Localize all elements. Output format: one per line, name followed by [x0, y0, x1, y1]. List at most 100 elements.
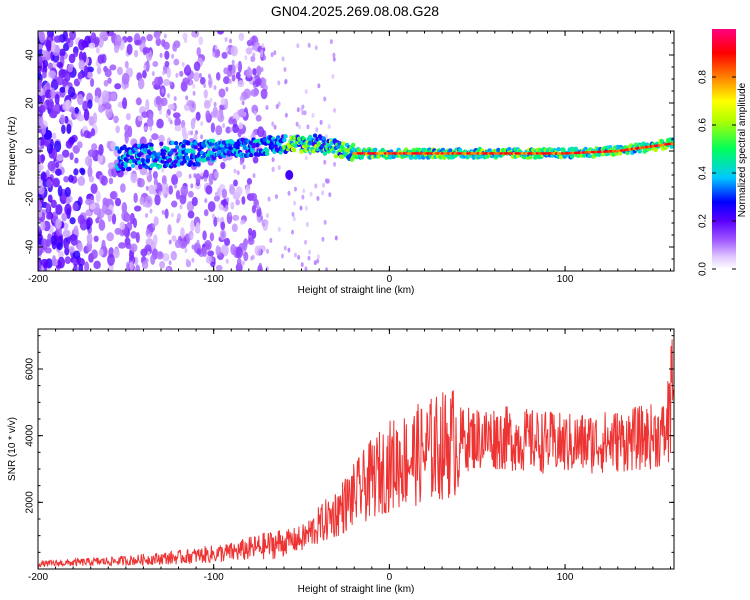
spectrogram-cell [46, 39, 52, 51]
spectrogram-cell [212, 106, 219, 118]
spectrogram-cell [64, 256, 72, 264]
spectrogram-cell [220, 98, 226, 106]
spectrogram-cell [142, 202, 146, 208]
spectrogram-cell [55, 168, 62, 177]
spectrogram-cell [225, 47, 229, 53]
spectrogram-cell [55, 218, 62, 230]
spectrogram-cell [277, 80, 281, 86]
spectrogram-cell [207, 73, 211, 79]
spectrogram-cell [328, 192, 332, 198]
spectrogram-cell [61, 149, 70, 158]
y-tick-label: 20 [25, 97, 36, 109]
spectrogram-cell [249, 192, 258, 202]
spectrogram-cell [195, 222, 201, 233]
spectrogram-cell [171, 200, 178, 208]
spectrogram-cell [73, 168, 79, 176]
spectrogram-cell [93, 235, 99, 243]
spectrogram-cell [192, 90, 196, 96]
spectrogram-cell [152, 234, 158, 245]
spectrogram-cell [170, 250, 177, 261]
spectrogram-cell [70, 234, 78, 246]
spectrogram-cell [149, 146, 154, 151]
spectrogram-cell [161, 88, 165, 94]
spectrogram-cell [50, 40, 56, 53]
spectrogram-cell [38, 78, 43, 91]
spectrogram-cell [319, 119, 323, 125]
spectrogram-cell [54, 93, 60, 105]
spectrogram-cell [291, 148, 297, 153]
spectrogram-cell [225, 86, 229, 92]
colorbar-tick-label: 0.0 [698, 262, 709, 276]
spectrogram-cell [109, 191, 117, 200]
spectrogram-cell [260, 67, 264, 73]
spectrogram-cell [313, 260, 317, 266]
spectrogram-cell [203, 89, 209, 99]
spectrogram-cell [262, 221, 266, 227]
spectrogram-cell [304, 155, 308, 161]
spectrogram-cell [175, 72, 179, 78]
spectrogram-cell [292, 216, 296, 222]
y-tick-label: -20 [25, 191, 36, 206]
spectrogram-cell [174, 46, 178, 52]
spectrogram-cell [101, 90, 110, 102]
spectrogram-cell [205, 110, 211, 121]
spectrogram-cell [249, 37, 253, 43]
spectrogram-cell [47, 62, 53, 70]
spectrogram-cell [86, 71, 94, 79]
y-tick-label: -40 [25, 239, 36, 254]
spectrogram-cell [38, 43, 44, 50]
spectrogram-cell [200, 121, 204, 127]
spectrogram-cell [180, 227, 185, 239]
spectrogram-cell [168, 103, 176, 111]
spectrogram-cell [156, 152, 162, 157]
spectrogram-cell [65, 37, 71, 44]
spectrogram-cell [137, 115, 143, 122]
spectrogram-cell [77, 242, 83, 253]
spectrogram-cell [52, 148, 58, 161]
spectrogram-cell [173, 183, 177, 189]
spectrogram-cell [215, 264, 223, 271]
spectrogram-cell [138, 164, 143, 170]
spectrogram-cell [94, 95, 100, 103]
spectrogram-cell [50, 235, 57, 246]
spectrogram-cell [321, 136, 326, 141]
spectrogram-cell [166, 186, 170, 192]
spectrogram-cell [145, 185, 149, 191]
spectrogram-cell [38, 138, 42, 146]
spectrogram-cell [248, 140, 254, 146]
spectrogram-cell [273, 50, 277, 56]
spectrogram-cell [194, 129, 198, 135]
spectrogram-cell [124, 132, 129, 144]
spectrogram-cell [151, 133, 159, 141]
spectrogram-cell [207, 250, 215, 257]
spectrogram-cell [142, 40, 146, 46]
spectrogram-cell [129, 155, 135, 160]
spectrogram-y-ticks: -40 -20 0 20 40 [25, 30, 674, 272]
spectrogram-cell [202, 143, 207, 148]
spectrogram-cell [112, 248, 120, 259]
spectrogram-cell [113, 115, 119, 124]
spectrogram-cell [264, 148, 270, 154]
colorbar-tick-label: 0.4 [698, 166, 709, 180]
spectrogram-cell [90, 183, 98, 194]
spectrogram-cell [48, 70, 56, 79]
spectrogram-cell [236, 170, 240, 176]
spectrogram-cell [303, 110, 307, 116]
spectrogram-cell [171, 174, 179, 186]
spectrogram-cell [83, 130, 91, 139]
spectrogram-cell [65, 197, 71, 205]
spectrogram-cell [68, 174, 74, 183]
x-tick-label: -200 [28, 572, 48, 583]
figure-title: GN04.2025.269.08.08.G28 [271, 3, 439, 19]
spectrogram-cell [191, 196, 198, 207]
spectrogram-cell [93, 36, 100, 45]
spectrogram-cell [85, 209, 92, 217]
spectrogram-cell [38, 209, 43, 218]
spectrogram-cell [301, 194, 305, 200]
spectrogram-cell [87, 99, 93, 109]
spectrogram-cell [56, 61, 63, 68]
spectrogram-cell [38, 225, 41, 233]
y-tick-label: 40 [25, 49, 36, 61]
spectrogram-cell [156, 35, 160, 41]
